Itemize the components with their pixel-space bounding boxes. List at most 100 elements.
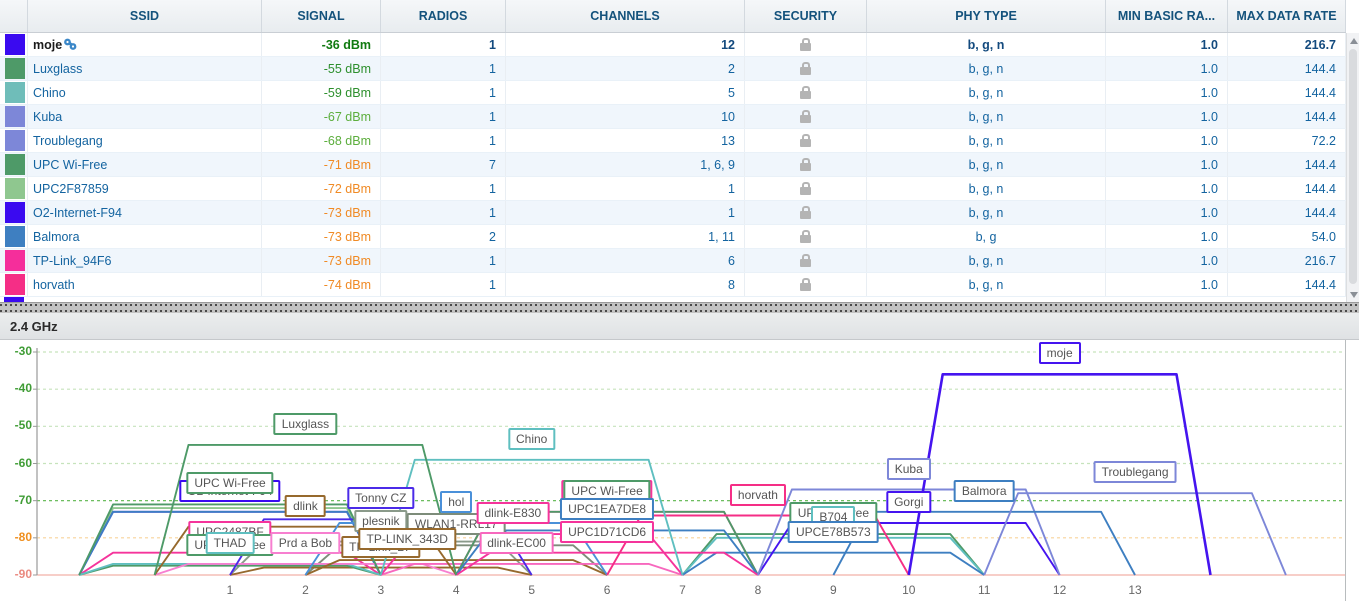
channels-cell: 5 (506, 81, 745, 104)
ssid-label: Chino (33, 85, 66, 100)
table-row[interactable]: TP-Link_94F6 -73 dBm 1 6 b, g, n 1.0 216… (0, 249, 1346, 273)
lock-icon (800, 85, 811, 99)
network-label: Balmora (953, 479, 1015, 502)
channels-cell: 1, 11 (506, 225, 745, 248)
radios-cell: 1 (381, 249, 506, 272)
ssid-color-swatch (4, 130, 25, 151)
signal-cell: -71 dBm (262, 153, 381, 176)
table-row[interactable]: O2-Internet-F94 -73 dBm 1 1 b, g, n 1.0 … (0, 201, 1346, 225)
min-basic-rate-cell: 1.0 (1106, 81, 1228, 104)
lock-icon (800, 61, 811, 75)
chart-right-border (1345, 340, 1346, 601)
ssid-cell: horvath (28, 273, 262, 296)
security-cell (745, 33, 867, 56)
column-header-ssid[interactable]: SSID (28, 0, 262, 32)
min-basic-rate-cell: 1.0 (1106, 129, 1228, 152)
x-axis-tick-label: 2 (302, 583, 309, 597)
phy-type-cell: b, g, n (867, 81, 1106, 104)
lock-icon (800, 205, 811, 219)
signal-curve (380, 562, 683, 576)
ssid-color-swatch (4, 250, 25, 271)
network-label: Kuba (886, 457, 931, 480)
security-cell (745, 225, 867, 248)
signal-cell: -73 dBm (262, 249, 381, 272)
signal-curve (455, 551, 759, 576)
channels-cell: 2 (506, 57, 745, 80)
network-label: UPC1EA7DE8 (560, 498, 655, 521)
scroll-up-icon[interactable] (1350, 38, 1358, 44)
table-row[interactable]: Kuba -67 dBm 1 10 b, g, n 1.0 144.4 (0, 105, 1346, 129)
ssid-color-swatch (4, 34, 25, 55)
ssid-color-cell (0, 105, 28, 128)
network-label: Gorgi (886, 490, 932, 513)
scroll-down-icon[interactable] (1350, 292, 1358, 298)
min-basic-rate-cell: 1.0 (1106, 153, 1228, 176)
signal-cell: -36 dBm (262, 33, 381, 56)
ssid-color-swatch (4, 297, 24, 302)
min-basic-rate-cell: 1.0 (1106, 225, 1228, 248)
splitter-dots (0, 310, 1359, 312)
table-row[interactable]: Balmora -73 dBm 2 1, 11 b, g 1.0 54.0 (0, 225, 1346, 249)
signal-curve (304, 544, 608, 576)
ssid-color-cell (0, 81, 28, 104)
column-header-min_rate[interactable]: MIN BASIC RA... (1106, 0, 1228, 32)
ssid-color-swatch (4, 274, 25, 295)
radios-cell: 1 (381, 273, 506, 296)
signal-curve (153, 443, 458, 576)
phy-type-cell: b, g, n (867, 105, 1106, 128)
column-header-radios[interactable]: RADIOS (381, 0, 506, 32)
ssid-color-swatch (4, 82, 25, 103)
table-row[interactable]: Troublegang -68 dBm 1 13 b, g, n 1.0 72.… (0, 129, 1346, 153)
table-row-partial[interactable] (0, 297, 1346, 302)
table-scrollbar[interactable] (1346, 33, 1359, 302)
column-header-signal[interactable]: SIGNAL (262, 0, 381, 32)
channels-cell: 6 (506, 249, 745, 272)
column-header-channels[interactable]: CHANNELS (506, 0, 745, 32)
ssid-cell: UPC2F87859 (28, 177, 262, 200)
phy-type-cell: b, g, n (867, 129, 1106, 152)
phy-type-cell: b, g, n (867, 33, 1106, 56)
security-cell (745, 105, 867, 128)
network-label: Troublegang (1093, 461, 1177, 484)
table-row[interactable]: moje -36 dBm 1 12 b, g, n 1.0 216.7 (0, 33, 1346, 57)
ssid-label: TP-Link_94F6 (33, 253, 112, 268)
max-data-rate-cell: 144.4 (1228, 201, 1346, 224)
network-label: Prd a Bob (270, 531, 341, 554)
pane-splitter[interactable] (0, 302, 1359, 313)
table-row[interactable]: horvath -74 dBm 1 8 b, g, n 1.0 144.4 (0, 273, 1346, 297)
table-row[interactable]: UPC Wi-Free -71 dBm 7 1, 6, 9 b, g, n 1.… (0, 153, 1346, 177)
ssid-cell: Luxglass (28, 57, 262, 80)
ssid-cell: Chino (28, 81, 262, 104)
security-cell (745, 273, 867, 296)
network-label: moje (1038, 342, 1081, 365)
ssid-label: Troublegang (33, 133, 103, 148)
channels-cell: 1 (506, 177, 745, 200)
column-header-security[interactable]: SECURITY (745, 0, 867, 32)
signal-cell: -72 dBm (262, 177, 381, 200)
ssid-color-cell (0, 177, 28, 200)
phy-type-cell: b, g, n (867, 273, 1106, 296)
column-header-phy[interactable]: PHY TYPE (867, 0, 1106, 32)
scrollbar-thumb[interactable] (1349, 49, 1357, 284)
min-basic-rate-cell: 1.0 (1106, 177, 1228, 200)
x-axis-tick-label: 1 (226, 583, 234, 597)
network-label: UPCE78B573 (788, 520, 879, 543)
ssid-color-cell (0, 57, 28, 80)
column-header-max_rate[interactable]: MAX DATA RATE (1228, 0, 1346, 32)
ssid-cell: moje (28, 33, 262, 56)
table-row[interactable]: Luxglass -55 dBm 1 2 b, g, n 1.0 144.4 (0, 57, 1346, 81)
phy-type-cell: b, g, n (867, 153, 1106, 176)
x-axis-tick-label: 12 (1052, 583, 1067, 597)
security-cell (745, 129, 867, 152)
network-label: dlink (285, 494, 326, 517)
network-label: dlink-E830 (476, 502, 550, 525)
column-header-swatch[interactable] (0, 0, 28, 32)
ssid-color-swatch (4, 154, 25, 175)
signal-curve (757, 488, 1061, 576)
signal-curve (153, 525, 458, 576)
table-row[interactable]: UPC2F87859 -72 dBm 1 1 b, g, n 1.0 144.4 (0, 177, 1346, 201)
spectrum-chart[interactable]: -30-40-50-60-70-80-9012345678910111213O2… (0, 340, 1359, 601)
ssid-cell: Kuba (28, 105, 262, 128)
y-axis-tick-label: -90 (14, 567, 32, 581)
table-row[interactable]: Chino -59 dBm 1 5 b, g, n 1.0 144.4 (0, 81, 1346, 105)
